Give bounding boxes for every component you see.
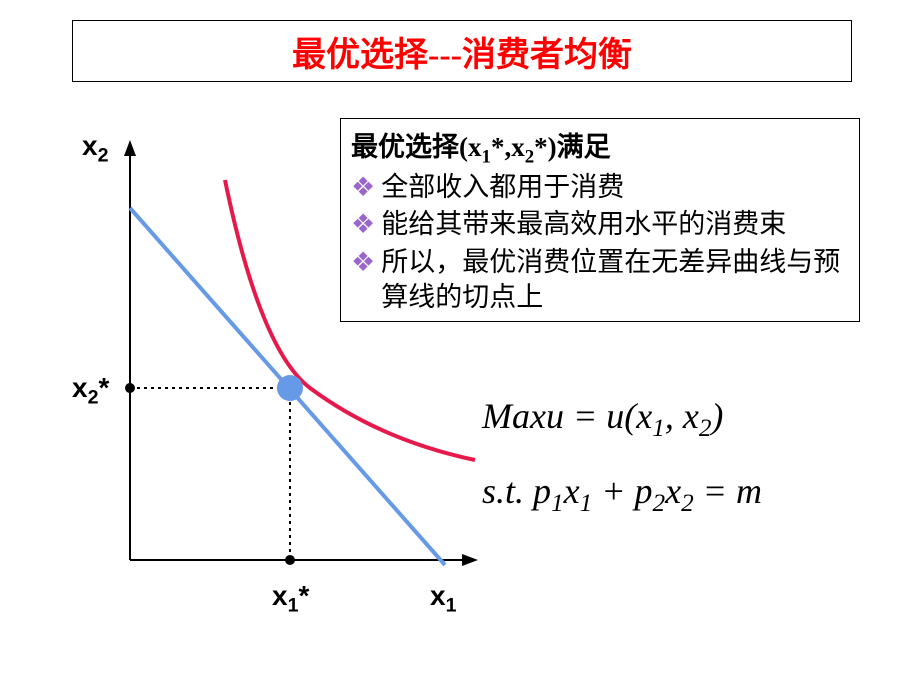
x1-star-label: x1* bbox=[272, 580, 309, 618]
tangent-point bbox=[277, 375, 303, 401]
x2-axis-label: x2 bbox=[82, 130, 108, 168]
label-star: * bbox=[98, 372, 109, 403]
label-sub: 2 bbox=[88, 387, 99, 409]
x-axis-arrow bbox=[462, 554, 478, 566]
label-main: x bbox=[72, 372, 88, 403]
x2-star-label: x2* bbox=[72, 372, 109, 410]
indifference-curve bbox=[225, 180, 475, 460]
economics-graph bbox=[0, 0, 920, 690]
label-sub: 2 bbox=[98, 145, 109, 167]
y-axis-arrow bbox=[124, 140, 136, 156]
label-main: x bbox=[430, 580, 446, 611]
objective-function: Maxu = u(x1, x2) bbox=[482, 395, 723, 443]
label-main: x bbox=[272, 580, 288, 611]
label-main: x bbox=[82, 130, 98, 161]
x1-axis-label: x1 bbox=[430, 580, 456, 618]
constraint-equation: s.t. p1x1 + p2x2 = m bbox=[482, 470, 762, 518]
label-sub: 1 bbox=[446, 595, 457, 617]
label-star: * bbox=[298, 580, 309, 611]
x1-star-tick bbox=[285, 555, 295, 565]
x2-star-tick bbox=[125, 383, 135, 393]
label-sub: 1 bbox=[288, 595, 299, 617]
